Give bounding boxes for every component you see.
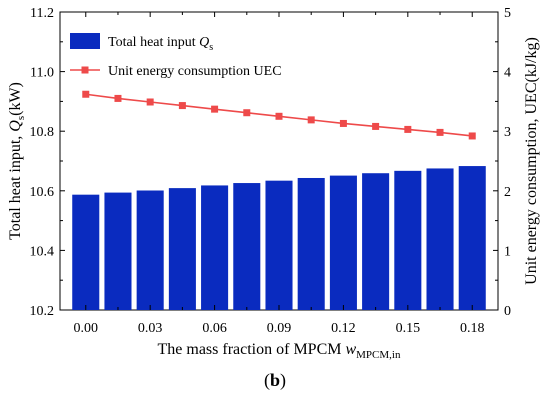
y-right-tick-label: 2 <box>504 185 511 200</box>
y-right-tick-label: 1 <box>504 244 511 259</box>
bar <box>201 185 229 310</box>
caption-open: ( <box>263 370 270 390</box>
legend-label-heat: Total heat input Qs <box>108 35 213 53</box>
uec-point <box>146 98 154 106</box>
bar <box>168 188 196 310</box>
uec-point <box>339 119 347 127</box>
uec-point <box>468 132 476 140</box>
uec-point <box>275 112 283 120</box>
legend-swatch-bar <box>70 33 100 49</box>
uec-point <box>114 94 122 102</box>
y-right-tick-label: 4 <box>504 66 511 81</box>
bar-series <box>72 166 486 310</box>
bar <box>426 168 454 310</box>
uec-point <box>178 102 186 110</box>
bar <box>458 166 486 310</box>
y-left-tick-label: 11.2 <box>30 6 54 21</box>
y-left-tick-label: 10.2 <box>30 304 55 319</box>
uec-point <box>436 128 444 136</box>
x-tick-label: 0.15 <box>396 321 421 336</box>
bar <box>362 173 390 310</box>
uec-point <box>82 90 90 98</box>
x-tick-label: 0.12 <box>331 321 356 336</box>
chart: 0.00 0.03 0.06 0.09 0.12 0.15 0.18 10.2 10.4 10.6… <box>7 6 540 361</box>
x-tick-label: 0.03 <box>138 321 163 336</box>
uec-point <box>307 116 315 124</box>
bar <box>265 180 293 310</box>
legend-swatch-marker <box>81 66 89 74</box>
bar <box>136 190 164 310</box>
bar <box>72 194 100 310</box>
y-right-axis-title: Unit energy consumption, UEC(kJ/kg) <box>523 37 540 285</box>
line-series <box>82 90 476 140</box>
x-axis-title: The mass fraction of MPCM wMPCM,in <box>158 341 401 361</box>
y-left-tick-label: 10.8 <box>30 125 55 140</box>
x-tick-label: 0.18 <box>460 321 485 336</box>
y-left-tick-label: 11.0 <box>30 66 54 81</box>
axis-ticks: 0.00 0.03 0.06 0.09 0.12 0.15 0.18 10.2 10.4 10.6… <box>30 6 512 336</box>
uec-point <box>211 105 219 113</box>
bar <box>394 170 422 310</box>
y-right-tick-label: 3 <box>504 125 511 140</box>
x-tick-label: 0.00 <box>74 321 99 336</box>
x-tick-label: 0.06 <box>202 321 227 336</box>
bar <box>329 175 357 310</box>
caption-close: ) <box>280 370 286 390</box>
bar <box>297 177 325 310</box>
y-right-tick-label: 5 <box>504 6 511 21</box>
y-left-tick-label: 10.6 <box>30 185 55 200</box>
y-left-axis-title: Total heat input, Qs(kW) <box>7 82 27 240</box>
bar <box>233 183 261 310</box>
y-right-tick-label: 0 <box>504 304 511 319</box>
bar <box>104 192 132 310</box>
uec-point <box>404 125 412 133</box>
legend: Total heat input Qs Unit energy consumpti… <box>70 33 282 79</box>
uec-point <box>243 109 251 117</box>
legend-label-uec: Unit energy consumption UEC <box>108 64 282 79</box>
caption-letter: b <box>269 370 280 390</box>
y-left-tick-label: 10.4 <box>30 244 55 259</box>
uec-point <box>372 122 380 130</box>
figure-caption: (b) <box>0 370 550 391</box>
x-tick-label: 0.09 <box>267 321 292 336</box>
